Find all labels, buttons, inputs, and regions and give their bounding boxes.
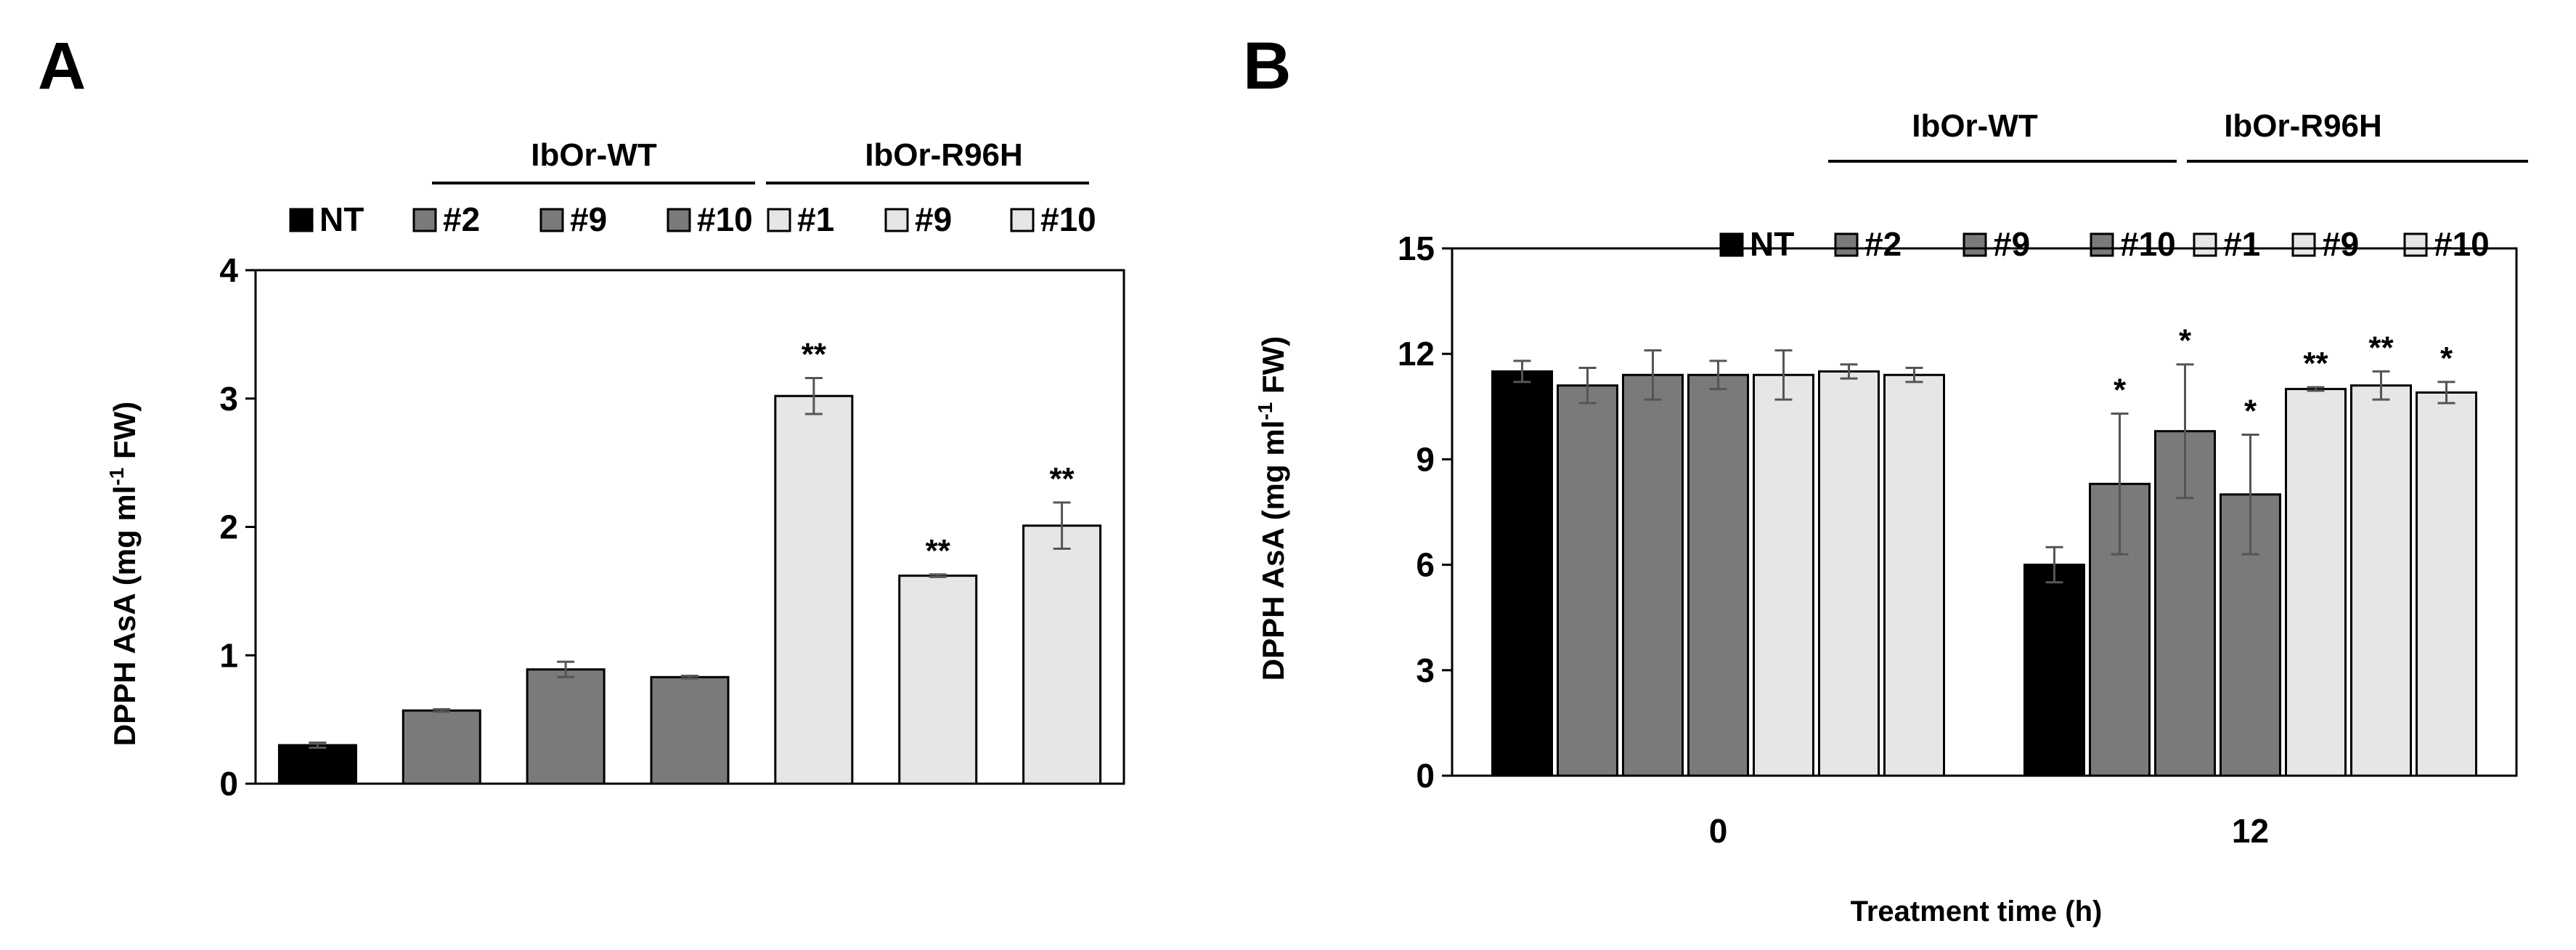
panel-a-y-tick-label-2: 2 — [219, 508, 238, 546]
panel-b-significance-2-5: ** — [2303, 346, 2328, 381]
panel-b-plot-frame — [1451, 247, 2518, 777]
panel-b-significance-2-2: * — [2114, 372, 2127, 407]
panel-b-bar-1-4 — [1687, 373, 1749, 777]
panel-b-group-header-wt: IbOr-WT — [1912, 108, 2038, 144]
panel-a-legend-label-4: #10 — [697, 200, 753, 238]
panel-a-legend-swatch-6 — [884, 208, 909, 232]
panel-b-legend-swatch-3 — [1962, 232, 1987, 257]
panel-a-significance-7: ** — [1049, 461, 1075, 497]
panel-b-legend-label-3: #9 — [1993, 225, 2030, 263]
panel-a-significance-5: ** — [802, 336, 827, 372]
panel-b-bar-1-1 — [1491, 370, 1553, 777]
panel-a-legend-label-6: #9 — [915, 200, 952, 238]
panel-b-legend-swatch-5 — [2193, 232, 2217, 257]
panel-b-y-tick-label-3: 9 — [1416, 440, 1435, 478]
panel-b-x-tick-label-1: 0 — [1709, 812, 1728, 850]
panel-b-bar-2-7 — [2416, 391, 2477, 777]
panel-b-y-tick-label-4: 12 — [1398, 335, 1435, 373]
panel-b-bar-1-6 — [1818, 370, 1880, 777]
panel-a-bar-4 — [650, 675, 730, 785]
panel-a-letter: A — [38, 29, 86, 103]
panel-b-x-tick-label-2: 12 — [2232, 812, 2269, 850]
panel-b-legend-swatch-4 — [2090, 232, 2114, 257]
panel-b-legend-label-6: #9 — [2322, 225, 2359, 263]
panel-a-bar-6 — [898, 575, 978, 785]
panel-b-bar-1-5 — [1753, 373, 1814, 777]
panel-b: B IbOr-WT IbOr-R96H NT #2 #9 #10 #1 #9 #10 DPP… — [1243, 29, 2528, 927]
panel-a-plot: 0 1 2 3 4 ** ** ** — [219, 251, 1125, 803]
panel-b-legend-label-1: NT — [1750, 225, 1794, 263]
panel-a-y-tick-label-3: 3 — [219, 380, 238, 418]
panel-b-significance-2-7: * — [2440, 341, 2453, 376]
panel-b-legend: NT #2 #9 #10 #1 #9 #10 — [1719, 225, 2490, 263]
panel-a-bar-7 — [1022, 524, 1102, 785]
panel-b-legend-label-7: #10 — [2434, 225, 2490, 263]
panel-a-legend: NT #2 #9 #10 #1 #9 #10 — [289, 200, 1096, 238]
panel-a-y-axis-label: DPPH AsA (mg ml-1 FW) — [105, 402, 142, 746]
panel-a-legend-swatch-5 — [767, 208, 791, 232]
panel-b-y-tick-label-5: 15 — [1398, 230, 1435, 267]
panel-a-legend-label-2: #2 — [443, 200, 480, 238]
panel-a-legend-label-7: #10 — [1040, 200, 1096, 238]
panel-b-letter: B — [1243, 29, 1291, 103]
panel-b-bar-2-5 — [2285, 388, 2347, 777]
panel-a-legend-swatch-1 — [289, 208, 314, 232]
panel-a-group-header-r96h: IbOr-R96H — [865, 137, 1023, 173]
panel-b-y-axis-label: DPPH AsA (mg ml-1 FW) — [1254, 336, 1290, 681]
panel-a-legend-label-5: #1 — [797, 200, 834, 238]
panel-b-bar-1-3 — [1622, 373, 1684, 777]
panel-a-legend-swatch-4 — [667, 208, 691, 232]
panel-b-legend-swatch-7 — [2403, 232, 2428, 257]
panel-b-group-header-r96h: IbOr-R96H — [2224, 108, 2382, 144]
panel-a-bar-5 — [774, 394, 854, 785]
panel-a-significance-6: ** — [926, 533, 951, 569]
panel-b-significance-2-3: * — [2179, 323, 2192, 359]
panel-a-y-tick-label-1: 1 — [219, 636, 238, 674]
panel-a-legend-swatch-2 — [412, 208, 437, 232]
panel-b-bar-1-2 — [1557, 384, 1618, 777]
panel-a: A IbOr-WT IbOr-R96H NT #2 #9 #10 #1 #9 #10 DPP… — [38, 29, 1125, 803]
panel-a-legend-swatch-7 — [1010, 208, 1035, 232]
panel-b-legend-label-5: #1 — [2223, 225, 2260, 263]
panel-b-y-tick-label-1: 3 — [1416, 651, 1435, 689]
panel-b-bar-2-6 — [2350, 384, 2412, 777]
panel-a-bar-2 — [402, 709, 481, 785]
panel-b-legend-label-4: #10 — [2120, 225, 2176, 263]
panel-b-legend-label-2: #2 — [1864, 225, 1902, 263]
panel-a-bar-3 — [526, 668, 606, 785]
panel-a-bar-1 — [277, 744, 357, 785]
panel-b-legend-swatch-2 — [1834, 232, 1859, 257]
panel-b-legend-swatch-6 — [2291, 232, 2316, 257]
panel-b-significance-2-4: * — [2244, 394, 2257, 429]
panel-b-y-tick-label-0: 0 — [1416, 757, 1435, 795]
panel-a-legend-label-3: #9 — [570, 200, 607, 238]
panel-b-significance-2-6: ** — [2368, 330, 2394, 365]
panel-a-legend-label-1: NT — [319, 200, 364, 238]
panel-b-x-axis-label: Treatment time (h) — [1851, 896, 2103, 927]
panel-b-y-tick-label-2: 6 — [1416, 546, 1435, 584]
panel-a-group-header-wt: IbOr-WT — [531, 137, 657, 173]
panel-b-bar-1-7 — [1883, 373, 1945, 777]
panel-b-bar-2-1 — [2023, 564, 2085, 777]
panel-a-y-tick-label-0: 0 — [219, 765, 238, 803]
panel-a-legend-swatch-3 — [539, 208, 564, 232]
panel-a-y-tick-label-4: 4 — [219, 251, 238, 289]
panel-b-legend-swatch-1 — [1719, 232, 1744, 257]
